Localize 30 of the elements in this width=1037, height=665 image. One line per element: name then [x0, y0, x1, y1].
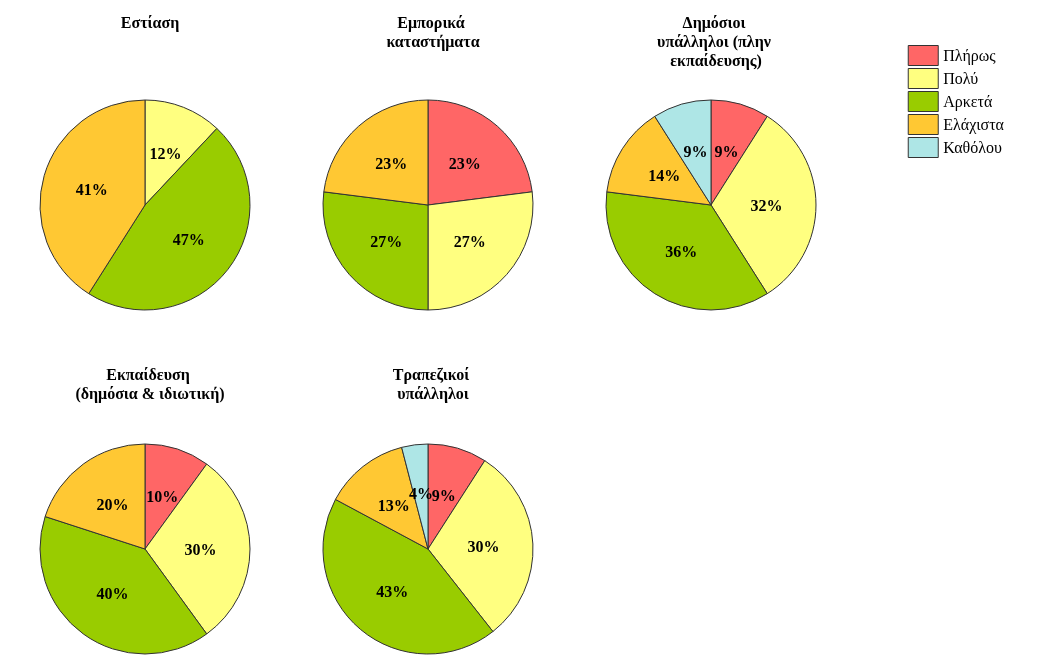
- legend-label: Πολύ: [943, 70, 979, 87]
- data-label: 23%: [375, 154, 408, 172]
- chart-title: Δημόσιοι υπάλληλοι (πλην εκπαίδευσης): [657, 14, 775, 70]
- data-label: 47%: [172, 230, 205, 248]
- legend-label: Καθόλου: [943, 139, 1003, 156]
- data-label: 43%: [376, 583, 409, 601]
- data-label: 36%: [665, 243, 698, 261]
- data-label: 32%: [750, 196, 783, 214]
- data-label: 9%: [683, 143, 708, 161]
- data-label: 27%: [453, 233, 486, 251]
- data-label: 10%: [146, 487, 179, 505]
- chart-title: Εστίαση: [120, 14, 180, 32]
- data-label: 30%: [467, 537, 500, 555]
- legend-label: Πλήρως: [943, 47, 997, 65]
- data-label: 41%: [75, 181, 108, 199]
- chart-title: Εμπορικά καταστήματα: [386, 14, 480, 51]
- data-label: 9%: [714, 143, 739, 161]
- data-label: 27%: [370, 233, 403, 251]
- data-label: 13%: [377, 496, 410, 514]
- data-label: 9%: [431, 487, 456, 505]
- data-label: 23%: [448, 154, 481, 172]
- chart-title: Εκπαίδευση (δημόσια & ιδιωτική): [75, 366, 225, 403]
- legend-label: Ελάχιστα: [943, 116, 1005, 134]
- data-label: 12%: [149, 144, 182, 162]
- data-label: 40%: [96, 585, 129, 603]
- data-label: 14%: [648, 166, 681, 184]
- data-label: 30%: [184, 540, 217, 558]
- data-label: 20%: [96, 495, 129, 513]
- chart-title: Τραπεζικοί υπάλληλοι: [392, 366, 474, 403]
- legend-label: Αρκετά: [943, 93, 993, 111]
